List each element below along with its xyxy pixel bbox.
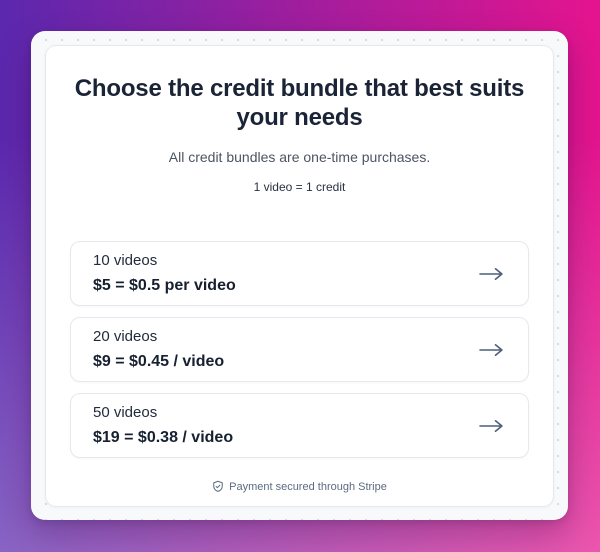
bundle-option-10-videos[interactable]: 10 videos $5 = $0.5 per video — [70, 241, 529, 306]
bundle-option-videos: 10 videos — [93, 252, 158, 269]
bundle-option-text: 10 videos $5 = $0.5 per video — [93, 250, 236, 297]
payment-security-note: Payment secured through Stripe — [46, 480, 553, 493]
bundle-option-text: 50 videos $19 = $0.38 / video — [93, 402, 233, 449]
credit-ratio-note: 1 video = 1 credit — [253, 180, 346, 194]
shield-check-icon — [212, 480, 224, 493]
bundle-option-price: $9 = $0.45 / video — [93, 353, 225, 370]
payment-security-text: Payment secured through Stripe — [229, 480, 387, 493]
arrow-right-icon — [479, 419, 504, 433]
bundle-option-50-videos[interactable]: 50 videos $19 = $0.38 / video — [70, 393, 529, 458]
bundle-option-20-videos[interactable]: 20 videos $9 = $0.45 / video — [70, 317, 529, 382]
bundle-option-videos: 50 videos — [93, 404, 158, 421]
modal-title: Choose the credit bundle that best suits… — [74, 75, 525, 131]
modal-subtitle: All credit bundles are one-time purchase… — [168, 149, 431, 165]
credit-bundle-modal: Choose the credit bundle that best suits… — [46, 46, 553, 506]
bundle-option-videos: 20 videos — [93, 328, 158, 345]
bundle-option-text: 20 videos $9 = $0.45 / video — [93, 326, 224, 373]
arrow-right-icon — [479, 343, 504, 357]
bundle-options-list: 10 videos $5 = $0.5 per video 20 videos … — [70, 241, 529, 469]
modal-frame: Choose the credit bundle that best suits… — [31, 31, 568, 520]
arrow-right-icon — [479, 267, 504, 281]
bundle-option-price: $5 = $0.5 per video — [93, 277, 236, 294]
bundle-option-price: $19 = $0.38 / video — [93, 429, 234, 446]
